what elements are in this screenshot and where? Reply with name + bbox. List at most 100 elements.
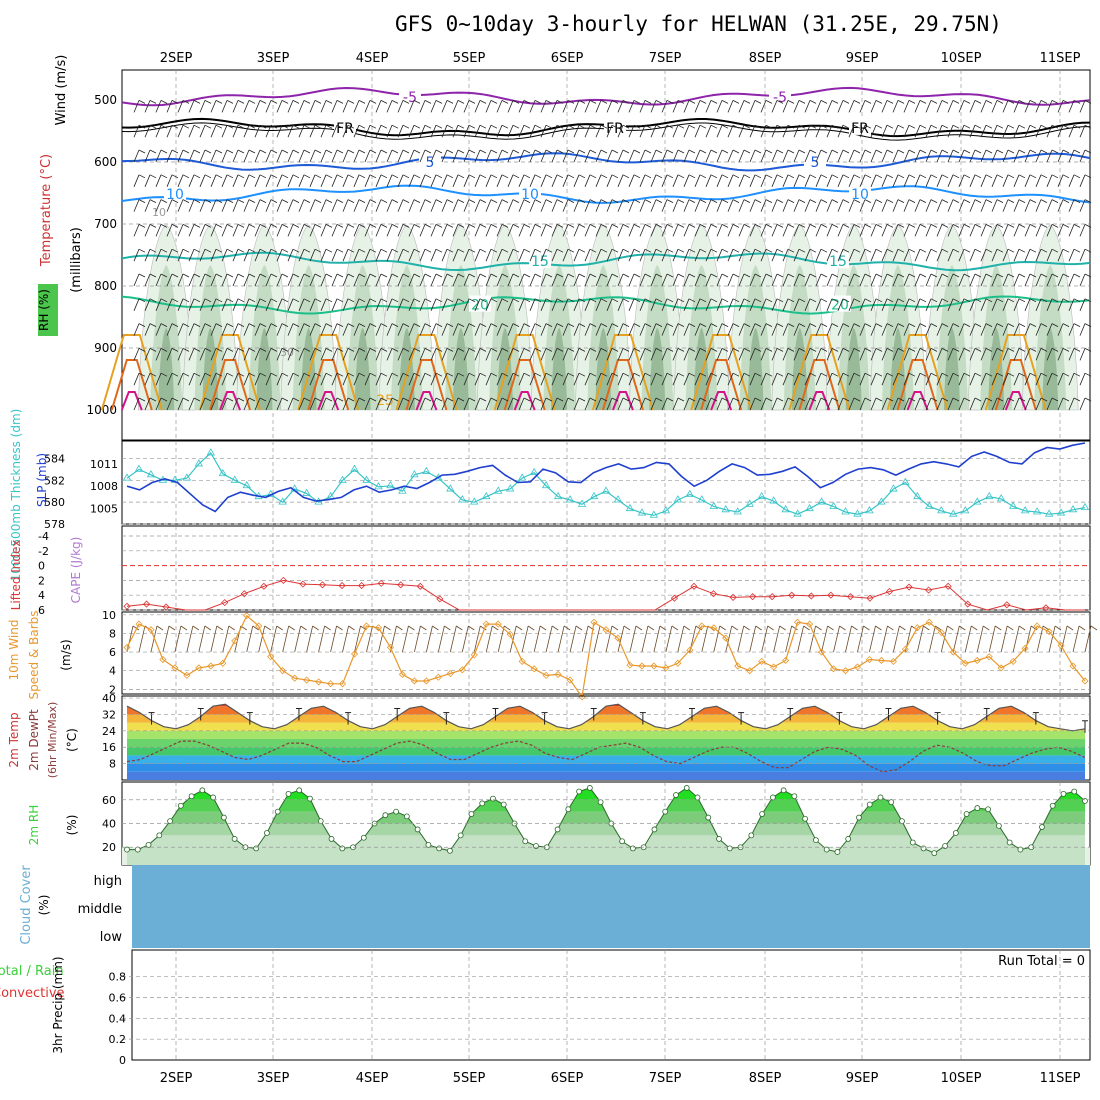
- chart-title: GFS 0~10day 3-hourly for HELWAN (31.25E,…: [395, 12, 1002, 36]
- thickness-marker: [242, 480, 251, 489]
- barb-staff: [793, 348, 800, 361]
- wind10-barb-flag: [204, 625, 212, 631]
- barb-flag: [380, 298, 388, 303]
- barb-staff: [1002, 373, 1009, 386]
- temp-band: [127, 706, 1085, 715]
- wind-barb: [1057, 248, 1070, 262]
- wind-barb: [232, 298, 245, 311]
- barb-flag: [974, 323, 982, 327]
- wind-barb: [309, 124, 322, 138]
- barb-staff: [298, 199, 305, 212]
- barb-flag: [259, 149, 267, 154]
- barb-staff: [133, 149, 140, 163]
- barb-staff: [1002, 273, 1009, 287]
- wind-barb: [507, 397, 520, 411]
- wind-barb: [1068, 199, 1081, 212]
- barb-staff: [1068, 224, 1075, 237]
- wind-barb: [463, 397, 476, 411]
- barb-staff: [397, 373, 404, 386]
- wind-barb: [133, 248, 146, 262]
- barb-staff: [683, 298, 690, 311]
- barb-flag: [886, 273, 894, 278]
- lifted-tick: 6: [38, 604, 45, 617]
- barb-flag: [930, 248, 938, 253]
- wind-barb: [782, 124, 795, 138]
- barb-staff: [606, 149, 613, 163]
- wind-barb: [595, 323, 608, 336]
- wind-barb: [408, 248, 421, 262]
- thickness-marker: [146, 470, 156, 478]
- barb-flag: [1018, 174, 1026, 179]
- barb-flag: [138, 149, 146, 154]
- barb-flag: [369, 199, 377, 203]
- barb-flag: [347, 149, 355, 154]
- barb-staff: [980, 149, 987, 163]
- wind-barb: [144, 149, 157, 163]
- wind-barb: [1035, 199, 1048, 212]
- wind-barb: [287, 348, 300, 361]
- barb-staff: [1057, 348, 1064, 361]
- wind-barb: [232, 199, 245, 212]
- barb-staff: [540, 149, 547, 163]
- label-cape: CAPE (J/kg): [69, 537, 83, 604]
- wind10-barb-flag: [1030, 625, 1038, 631]
- wind10-barb: [354, 625, 361, 653]
- barb-flag: [787, 124, 795, 129]
- rh2m-marker: [382, 812, 389, 819]
- lifted-tick: 0: [38, 560, 45, 573]
- rh2m-marker: [285, 790, 292, 797]
- wind-barb: [804, 397, 817, 411]
- barb-flag: [391, 348, 399, 352]
- barb-staff: [551, 323, 558, 336]
- barb-flag: [182, 149, 190, 154]
- barb-staff: [870, 199, 877, 212]
- barb-flag: [534, 273, 542, 278]
- barb-staff: [518, 323, 525, 336]
- rh2m-marker: [920, 845, 927, 852]
- isotherm-35: [120, 391, 143, 411]
- barb-flag: [611, 199, 619, 203]
- barb-flag: [1062, 273, 1070, 278]
- wind-barb: [584, 397, 597, 411]
- barb-staff: [155, 373, 162, 386]
- barb-staff: [617, 174, 624, 187]
- wind-barb: [287, 372, 300, 386]
- barb-flag: [985, 124, 993, 129]
- barb-flag: [578, 372, 586, 377]
- barb-flag: [908, 397, 916, 402]
- barb-staff: [639, 174, 646, 187]
- barb-staff: [749, 373, 756, 386]
- barb-staff: [1024, 199, 1031, 212]
- barb-flag: [875, 372, 883, 377]
- barb-staff: [221, 249, 228, 262]
- wind-barb: [320, 124, 333, 138]
- barb-staff: [188, 224, 195, 237]
- wind-barb: [243, 149, 256, 163]
- barb-staff: [826, 100, 833, 113]
- thickness-marker: [1008, 501, 1018, 509]
- barb-staff: [595, 149, 602, 163]
- barb-flag: [259, 348, 267, 352]
- barb-flag: [1062, 248, 1070, 253]
- barb-flag: [1073, 372, 1081, 377]
- lifted-marker: [964, 600, 972, 608]
- wind-barb: [551, 124, 564, 138]
- wind-barb: [210, 323, 223, 336]
- barb-staff: [760, 149, 767, 163]
- barb-staff: [463, 174, 470, 187]
- barb-flag: [413, 273, 421, 278]
- wind-barb: [1068, 174, 1081, 187]
- barb-flag: [402, 124, 410, 129]
- wind-barb: [727, 149, 740, 163]
- lifted-marker: [709, 590, 718, 598]
- barb-flag: [941, 372, 949, 377]
- barb-staff: [287, 100, 294, 113]
- wind-barb: [925, 248, 938, 262]
- barb-flag: [809, 100, 817, 104]
- wind-barb: [221, 323, 234, 336]
- thickness-marker: [470, 497, 479, 505]
- wind-barb: [496, 323, 509, 336]
- barb-staff: [826, 249, 833, 262]
- wind-barb: [617, 100, 630, 113]
- barb-staff: [408, 348, 415, 361]
